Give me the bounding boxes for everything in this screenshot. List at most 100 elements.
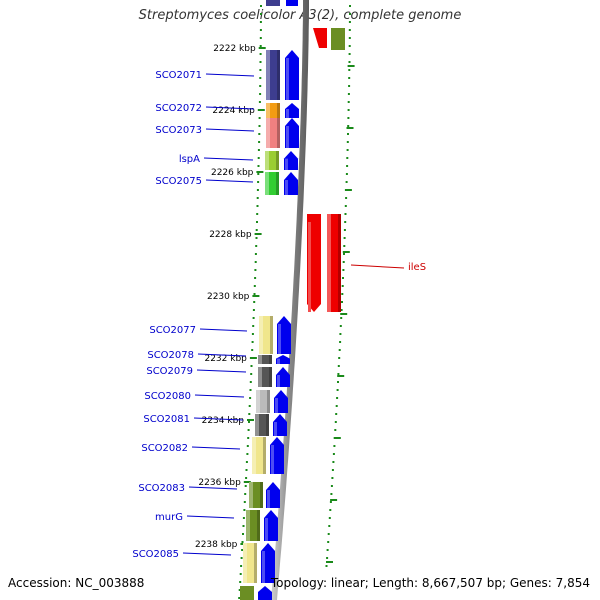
gene-label: SCO2080: [144, 391, 191, 402]
ruler-dot: [345, 173, 348, 175]
ruler-tick: [247, 419, 254, 421]
ruler-label: 2230 kbp: [207, 292, 250, 302]
gene-block: [258, 355, 272, 364]
gene-label: murG: [155, 512, 183, 523]
gene-label: SCO2077: [149, 325, 196, 336]
gene-sco2073[interactable]: SCO2073: [155, 118, 299, 148]
ruler-dot: [259, 93, 262, 95]
ruler-dot: [348, 77, 351, 79]
ruler-dot: [337, 365, 340, 367]
ruler-dot: [258, 141, 261, 143]
ruler-dot: [254, 261, 257, 263]
ruler-tick: [258, 47, 266, 49]
gene-sco2077[interactable]: SCO2077: [149, 316, 291, 354]
gene-sco2079[interactable]: SCO2079: [146, 366, 290, 387]
ruler-dot: [340, 317, 343, 319]
gene-arrow-highlight: [265, 518, 268, 541]
ruler-dot: [249, 397, 252, 399]
gene-sco2071[interactable]: SCO2071: [155, 50, 299, 100]
ruler-dot: [332, 453, 335, 455]
gene-label: SCO2078: [147, 350, 194, 361]
ruler-dot: [349, 13, 351, 15]
ruler-dot: [241, 541, 244, 543]
ruler-dot: [259, 53, 262, 55]
gene-sco2080[interactable]: SCO2080: [144, 390, 288, 413]
ruler-label: 2224 kbp: [212, 106, 255, 116]
ruler-dot: [339, 341, 342, 343]
ruler-dot: [254, 253, 257, 255]
gene-sco2078[interactable]: SCO2078: [147, 350, 290, 364]
ruler-tick: [243, 481, 251, 483]
gene-arrow-partial: [286, 0, 298, 6]
ruler-dot: [251, 341, 254, 343]
ruler-label: 2222 kbp: [213, 44, 256, 54]
gene-leader-line: [194, 394, 245, 398]
ruler-dot: [242, 525, 245, 527]
ruler-dot: [252, 317, 255, 319]
ruler-dot: [343, 229, 346, 231]
gene-sco2081[interactable]: SCO2081: [143, 414, 287, 436]
gene-leader-line: [197, 353, 247, 357]
gene-murg[interactable]: murG: [155, 510, 278, 541]
ruler-dot: [344, 213, 347, 215]
ruler-dot: [258, 101, 261, 103]
gene-sco2072[interactable]: SCO2072: [155, 103, 299, 118]
ruler-dot: [326, 549, 329, 551]
gene-feature-partial: [266, 0, 280, 6]
ruler-dot: [247, 429, 250, 431]
ruler-dot: [250, 365, 253, 367]
gene-leader-line: [350, 264, 405, 269]
ruler-dot: [327, 533, 330, 535]
ruler-dot: [255, 237, 258, 239]
ruler-dot: [252, 309, 255, 311]
ruler-dot: [348, 69, 351, 71]
gene-arrow-highlight: [262, 551, 265, 583]
ruler-dot: [249, 389, 252, 391]
ruler-dot: [259, 45, 262, 47]
gene-sco2085[interactable]: SCO2085: [132, 543, 275, 583]
gene-leader-line: [205, 73, 255, 77]
ruler-dot: [330, 493, 333, 495]
gene-label: ileS: [408, 262, 426, 273]
gene-iles[interactable]: ileS: [307, 214, 426, 312]
ruler-dot: [341, 301, 343, 303]
ruler-dot: [329, 501, 332, 503]
gene-arrow-highlight: [275, 398, 278, 413]
ruler-dot: [347, 133, 349, 135]
gene-feature-partial: [240, 586, 254, 600]
gene-block: [252, 437, 266, 474]
ruler-dot: [245, 461, 248, 463]
ruler-dot: [259, 85, 262, 87]
gene-label: lspA: [179, 154, 200, 165]
gene-arrow-highlight: [274, 422, 277, 436]
gene-sco2083[interactable]: SCO2083: [138, 482, 280, 508]
ruler-tick: [254, 233, 262, 235]
gene-block: [246, 510, 260, 541]
ruler-dot: [242, 517, 245, 519]
gene-leader-line: [191, 446, 241, 450]
ruler-dot: [260, 13, 262, 15]
ruler-dot: [259, 21, 262, 23]
gene-lspa[interactable]: lspA: [179, 151, 298, 170]
ruler-dot: [257, 149, 260, 151]
gene-label: SCO2073: [155, 125, 202, 136]
gene-sco2075[interactable]: SCO2075: [155, 172, 298, 195]
gene-leader-line: [205, 179, 254, 183]
ruler-dot: [256, 197, 259, 199]
gene-sco2082[interactable]: SCO2082: [141, 437, 284, 474]
ruler-dot: [334, 421, 337, 423]
ruler-dot: [349, 5, 351, 7]
ruler-dot: [259, 61, 262, 63]
ruler-dot: [258, 133, 261, 135]
ruler-dot: [249, 381, 252, 383]
chromosome-backbone: [271, 0, 309, 600]
topology-label: Topology: linear; Length: 8,667,507 bp; …: [270, 576, 590, 590]
ruler-dot: [259, 77, 262, 79]
gene-feature-partial: [331, 28, 345, 50]
ruler-dot: [327, 541, 330, 543]
ruler-dot: [338, 357, 341, 359]
gene-arrow-highlight: [267, 490, 270, 508]
genome-title: Streptomyces coelicolor A3(2), complete …: [138, 8, 462, 23]
ruler-tick: [330, 499, 338, 501]
